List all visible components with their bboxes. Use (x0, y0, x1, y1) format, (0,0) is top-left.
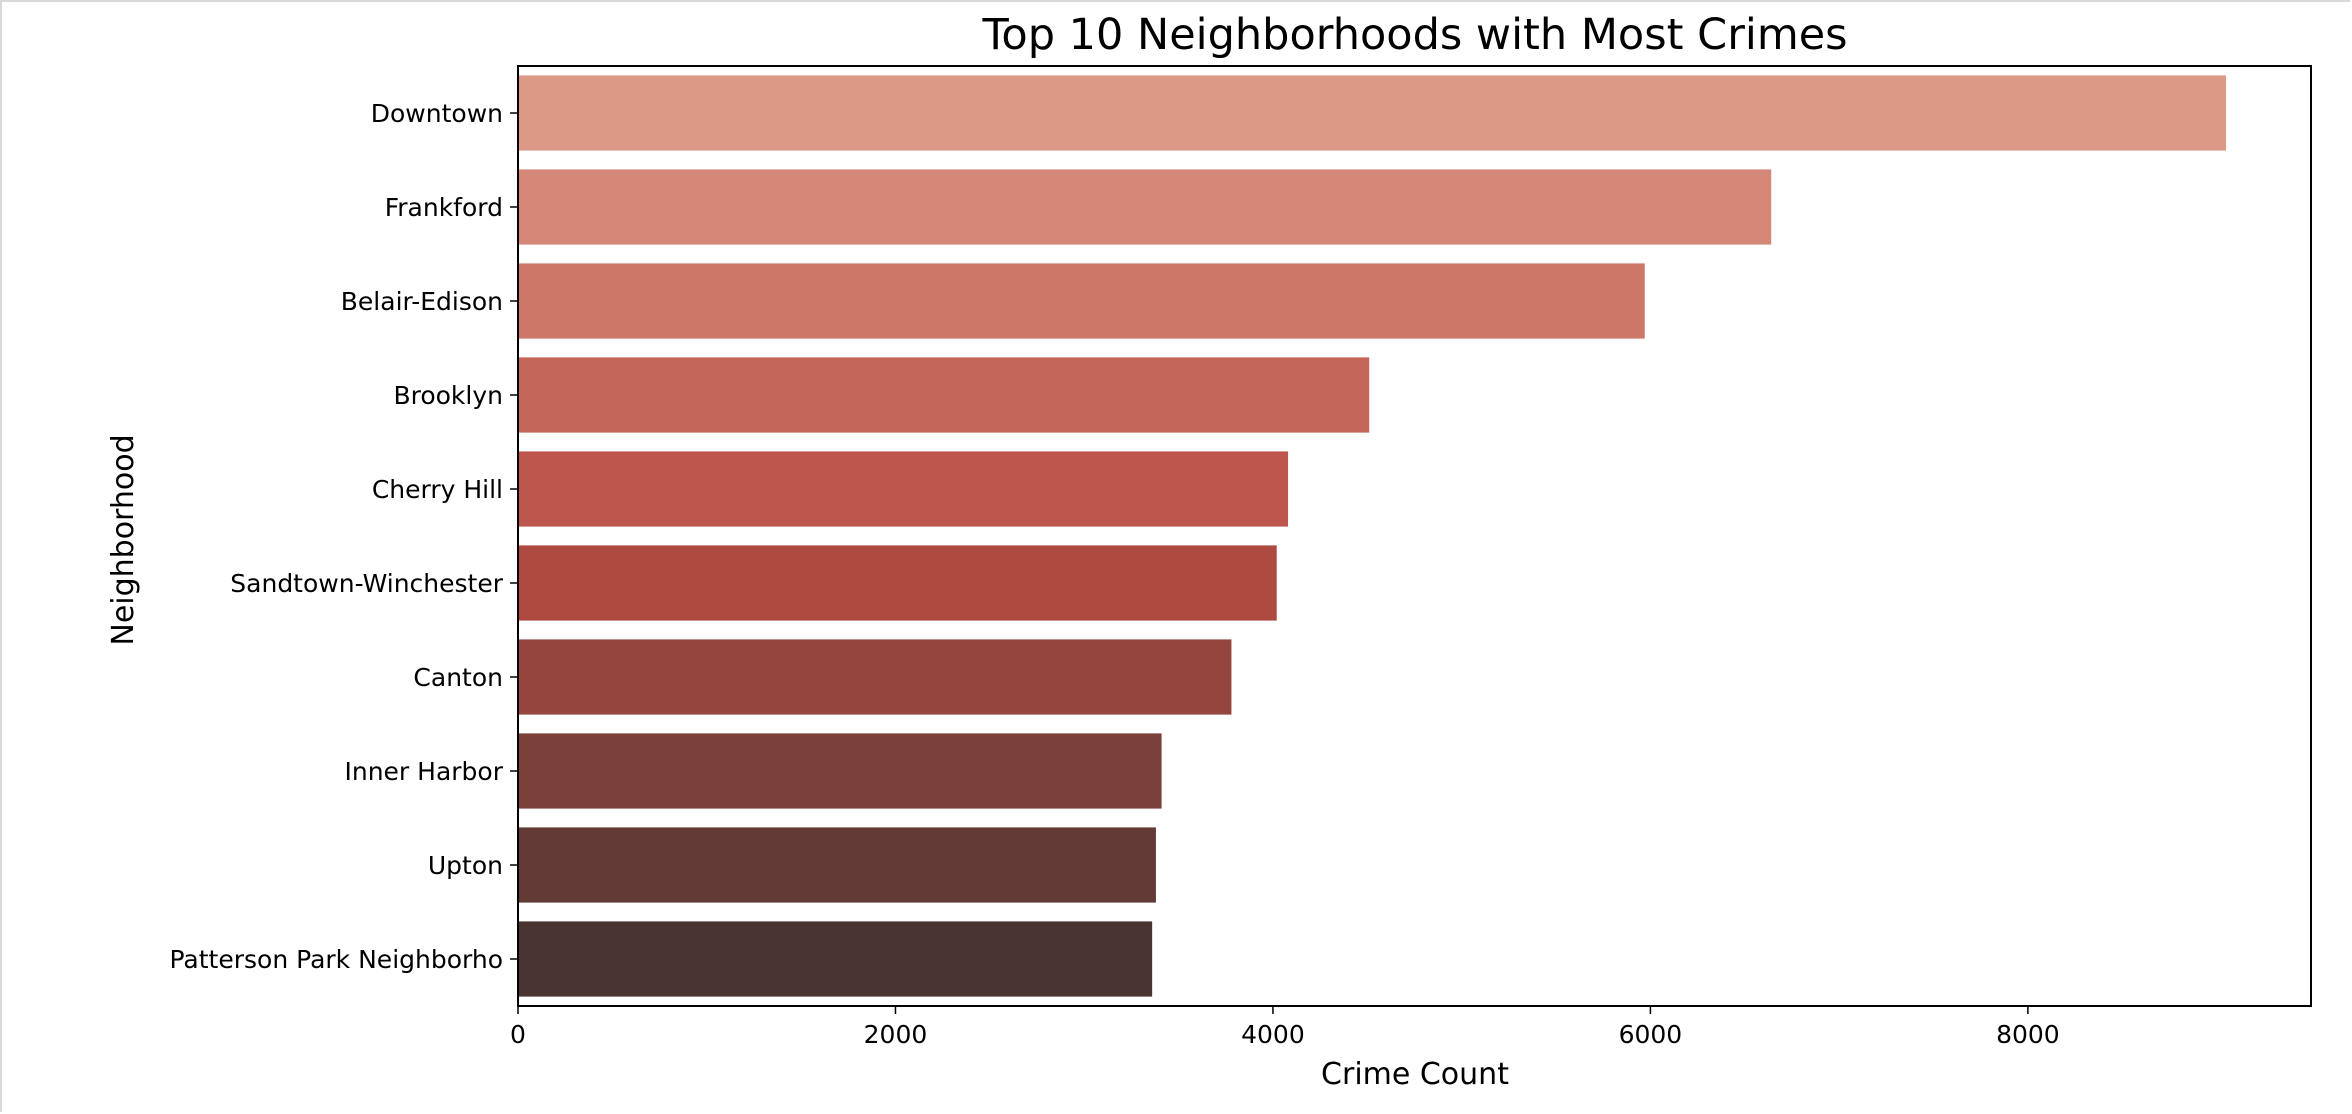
bar-2 (518, 263, 1645, 339)
x-tick-label: 2000 (864, 1020, 928, 1049)
bar-9 (518, 921, 1153, 997)
bar-4 (518, 451, 1289, 527)
x-tick-label: 4000 (1241, 1020, 1305, 1049)
y-tick-labels: Downtown Frankford Belair-Edison Brooklyn Ch… (169, 99, 518, 974)
y-tick-label: Brooklyn (393, 381, 503, 410)
x-tick-label: 8000 (1996, 1020, 2060, 1049)
y-axis-label: Neighborhood (106, 434, 141, 645)
y-tick-label: Patterson Park Neighborho (169, 945, 503, 974)
y-tick-label: Downtown (371, 99, 503, 128)
y-tick-label: Upton (428, 851, 503, 880)
bar-0 (518, 75, 2227, 151)
bar-6 (518, 639, 1232, 715)
bars-group (518, 75, 2227, 997)
y-tick-label: Inner Harbor (344, 757, 503, 786)
y-tick-label: Cherry Hill (372, 475, 503, 504)
x-axis-label: Crime Count (1321, 1057, 1509, 1092)
y-tick-label: Canton (413, 663, 503, 692)
y-tick-label: Sandtown-Winchester (230, 569, 503, 598)
y-tick-label: Belair-Edison (341, 287, 503, 316)
x-tick-label: 0 (510, 1020, 526, 1049)
chart-title: Top 10 Neighborhoods with Most Crimes (981, 10, 1847, 60)
bar-5 (518, 545, 1277, 621)
bar-8 (518, 827, 1156, 903)
bar-3 (518, 357, 1370, 433)
plot-area-frame (517, 65, 2312, 1007)
y-tick-label: Frankford (385, 193, 503, 222)
bar-7 (518, 733, 1162, 809)
x-tick-label: 6000 (1619, 1020, 1683, 1049)
x-ticks: 0 2000 4000 6000 8000 (510, 1006, 2060, 1049)
bar-1 (518, 169, 1772, 245)
